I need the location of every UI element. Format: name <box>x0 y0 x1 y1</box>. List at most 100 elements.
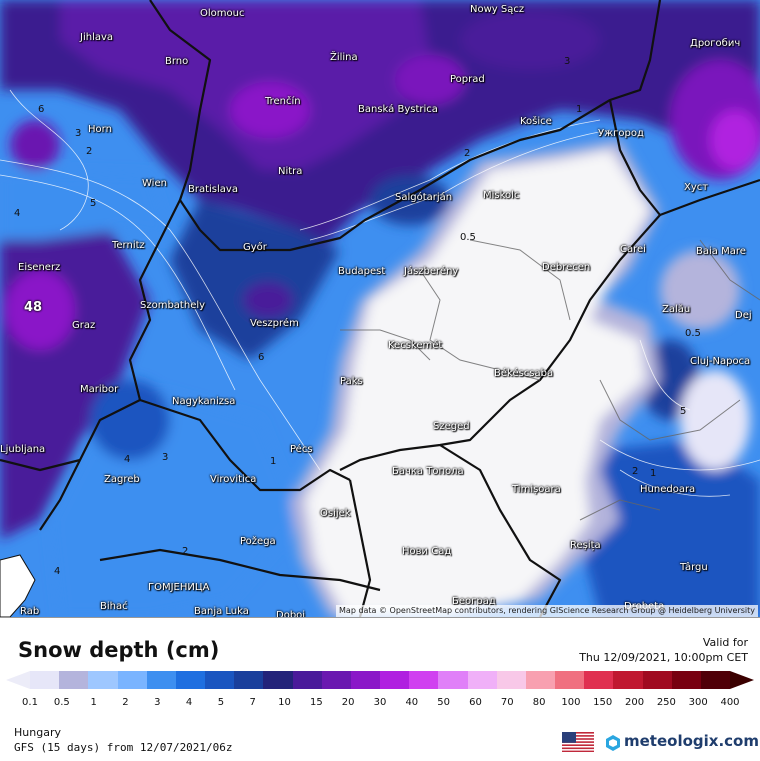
city-label: Bratislava <box>188 184 238 195</box>
contour-value-label: 0.5 <box>460 232 476 243</box>
brand-link[interactable]: meteologix.com <box>624 732 759 750</box>
contour-value-label: 2 <box>182 546 189 557</box>
legend-title: Snow depth (cm) <box>18 638 220 662</box>
city-label: Zalău <box>662 304 691 315</box>
city-label: Žilina <box>330 52 358 63</box>
contour-value-label: 4 <box>14 208 21 219</box>
colorbar-tick-label: 200 <box>624 697 645 708</box>
city-label: Požega <box>240 536 276 547</box>
snow-depth-map[interactable]: 48 Olomouc Nowy Sącz Jihlava Brno Žilina Popr… <box>0 0 760 617</box>
city-label: Poprad <box>450 74 485 85</box>
valid-time: Thu 12/09/2021, 10:00pm CET <box>579 651 748 664</box>
contour-value-label: 6 <box>258 352 265 363</box>
colorbar-tick-label: 7 <box>249 697 256 708</box>
colorbar-segment <box>350 671 381 689</box>
city-label: Wien <box>142 178 167 189</box>
city-label: Hunedoara <box>640 484 696 495</box>
contour-value-label: 4 <box>54 566 61 577</box>
city-label: Banja Luka <box>194 606 249 617</box>
city-label: ГОМЈЕНИЦА <box>148 582 210 593</box>
city-label: Bihać <box>100 601 128 612</box>
colorbar-min-arrow <box>6 671 30 689</box>
colorbar-segment <box>88 671 118 689</box>
city-label: Paks <box>340 376 363 387</box>
city-label: Szeged <box>433 421 470 432</box>
city-label: Београд <box>452 596 496 607</box>
colorbar-segment <box>671 671 701 689</box>
city-label: Baia Mare <box>696 246 746 257</box>
us-flag-icon[interactable] <box>562 732 594 752</box>
city-label: Дрогобич <box>690 38 741 49</box>
colorbar-segment <box>700 671 731 689</box>
city-label: Budapest <box>338 266 386 277</box>
colorbar-tick-label: 150 <box>593 697 613 708</box>
colorbar-tick-label: 0.1 <box>22 697 38 708</box>
city-label: Eisenerz <box>18 262 61 273</box>
city-label: Хуст <box>684 182 709 193</box>
city-label: Maribor <box>80 384 119 395</box>
contour-value-label: 1 <box>576 104 583 115</box>
colorbar-segment <box>584 671 614 689</box>
colorbar-tick-label: 1 <box>90 697 97 708</box>
city-label: Jászberény <box>404 266 459 277</box>
city-label: Dej <box>735 310 752 321</box>
colorbar-tick-label: 70 <box>500 697 514 708</box>
city-label: Carei <box>620 244 646 255</box>
colorbar-tick-label: 15 <box>309 697 323 708</box>
contour-value-label: 0.5 <box>685 328 701 339</box>
colorbar-segment <box>292 671 322 689</box>
city-label: Ternitz <box>112 240 145 251</box>
colorbar-max-arrow <box>730 671 754 689</box>
colorbar-tick-label: 20 <box>341 697 355 708</box>
city-label: Virovitica <box>210 474 257 485</box>
colorbar-tick-label: 3 <box>154 697 161 708</box>
city-label: Győr <box>243 242 267 253</box>
city-label: Ужгород <box>598 128 644 139</box>
colorbar-tick-label: 5 <box>217 697 225 708</box>
max-value-label: 48 <box>24 300 43 315</box>
city-label: Jihlava <box>80 32 114 43</box>
city-label: Szombathely <box>140 300 206 311</box>
city-label: Olomouc <box>200 8 245 19</box>
colorbar-segment <box>175 671 206 689</box>
map-attribution[interactable]: Map data © OpenStreetMap contributors, r… <box>336 605 758 617</box>
colorbar-tick-label: 30 <box>373 697 387 708</box>
city-label: Košice <box>520 116 552 127</box>
colorbar-segment <box>146 671 176 689</box>
colorbar-segment <box>613 671 643 689</box>
colorbar-segment <box>525 671 556 689</box>
colorbar-segment <box>234 671 264 689</box>
city-label: Békéscsaba <box>494 368 554 379</box>
colorbar <box>30 671 731 689</box>
contour-value-label: 3 <box>75 128 82 139</box>
colorbar-tick-label: 50 <box>437 697 450 708</box>
colorbar-segment <box>380 671 410 689</box>
city-label: Timișoara <box>512 484 561 495</box>
colorbar-tick-label: 300 <box>688 697 708 708</box>
colorbar-ticks: 0.1 0.5 1 2 3 4 5 7 10 15 20 30 40 50 60 70 80 100 150 200 2… <box>22 697 740 711</box>
colorbar-tick-label: 400 <box>720 697 740 708</box>
city-label: Nagykanizsa <box>172 396 236 407</box>
colorbar-tick-label: 60 <box>469 697 482 708</box>
city-label: Zagreb <box>104 474 140 485</box>
region-label: Hungary <box>14 726 61 739</box>
city-label: Banská Bystrica <box>358 104 438 115</box>
city-label: Reșița <box>570 540 601 551</box>
colorbar-tick-label: 100 <box>561 697 581 708</box>
colorbar-tick-label: 40 <box>405 697 419 708</box>
city-label: Horn <box>88 124 112 135</box>
city-label: Veszprém <box>250 318 299 329</box>
colorbar-tick-label: 10 <box>278 697 291 708</box>
contour-value-label: 1 <box>270 456 277 467</box>
city-label: Нови Сад <box>402 546 452 557</box>
city-label: Cluj-Napoca <box>690 356 751 367</box>
colorbar-segment <box>30 671 60 689</box>
contour-value-label: 1 <box>650 468 657 479</box>
colorbar-segment <box>59 671 89 689</box>
colorbar-segment <box>467 671 497 689</box>
contour-value-label: 2 <box>632 466 639 477</box>
colorbar-segment <box>438 671 468 689</box>
city-label: Târgu <box>680 562 708 573</box>
contour-value-label: 5 <box>680 406 687 417</box>
colorbar-segment <box>263 671 293 689</box>
